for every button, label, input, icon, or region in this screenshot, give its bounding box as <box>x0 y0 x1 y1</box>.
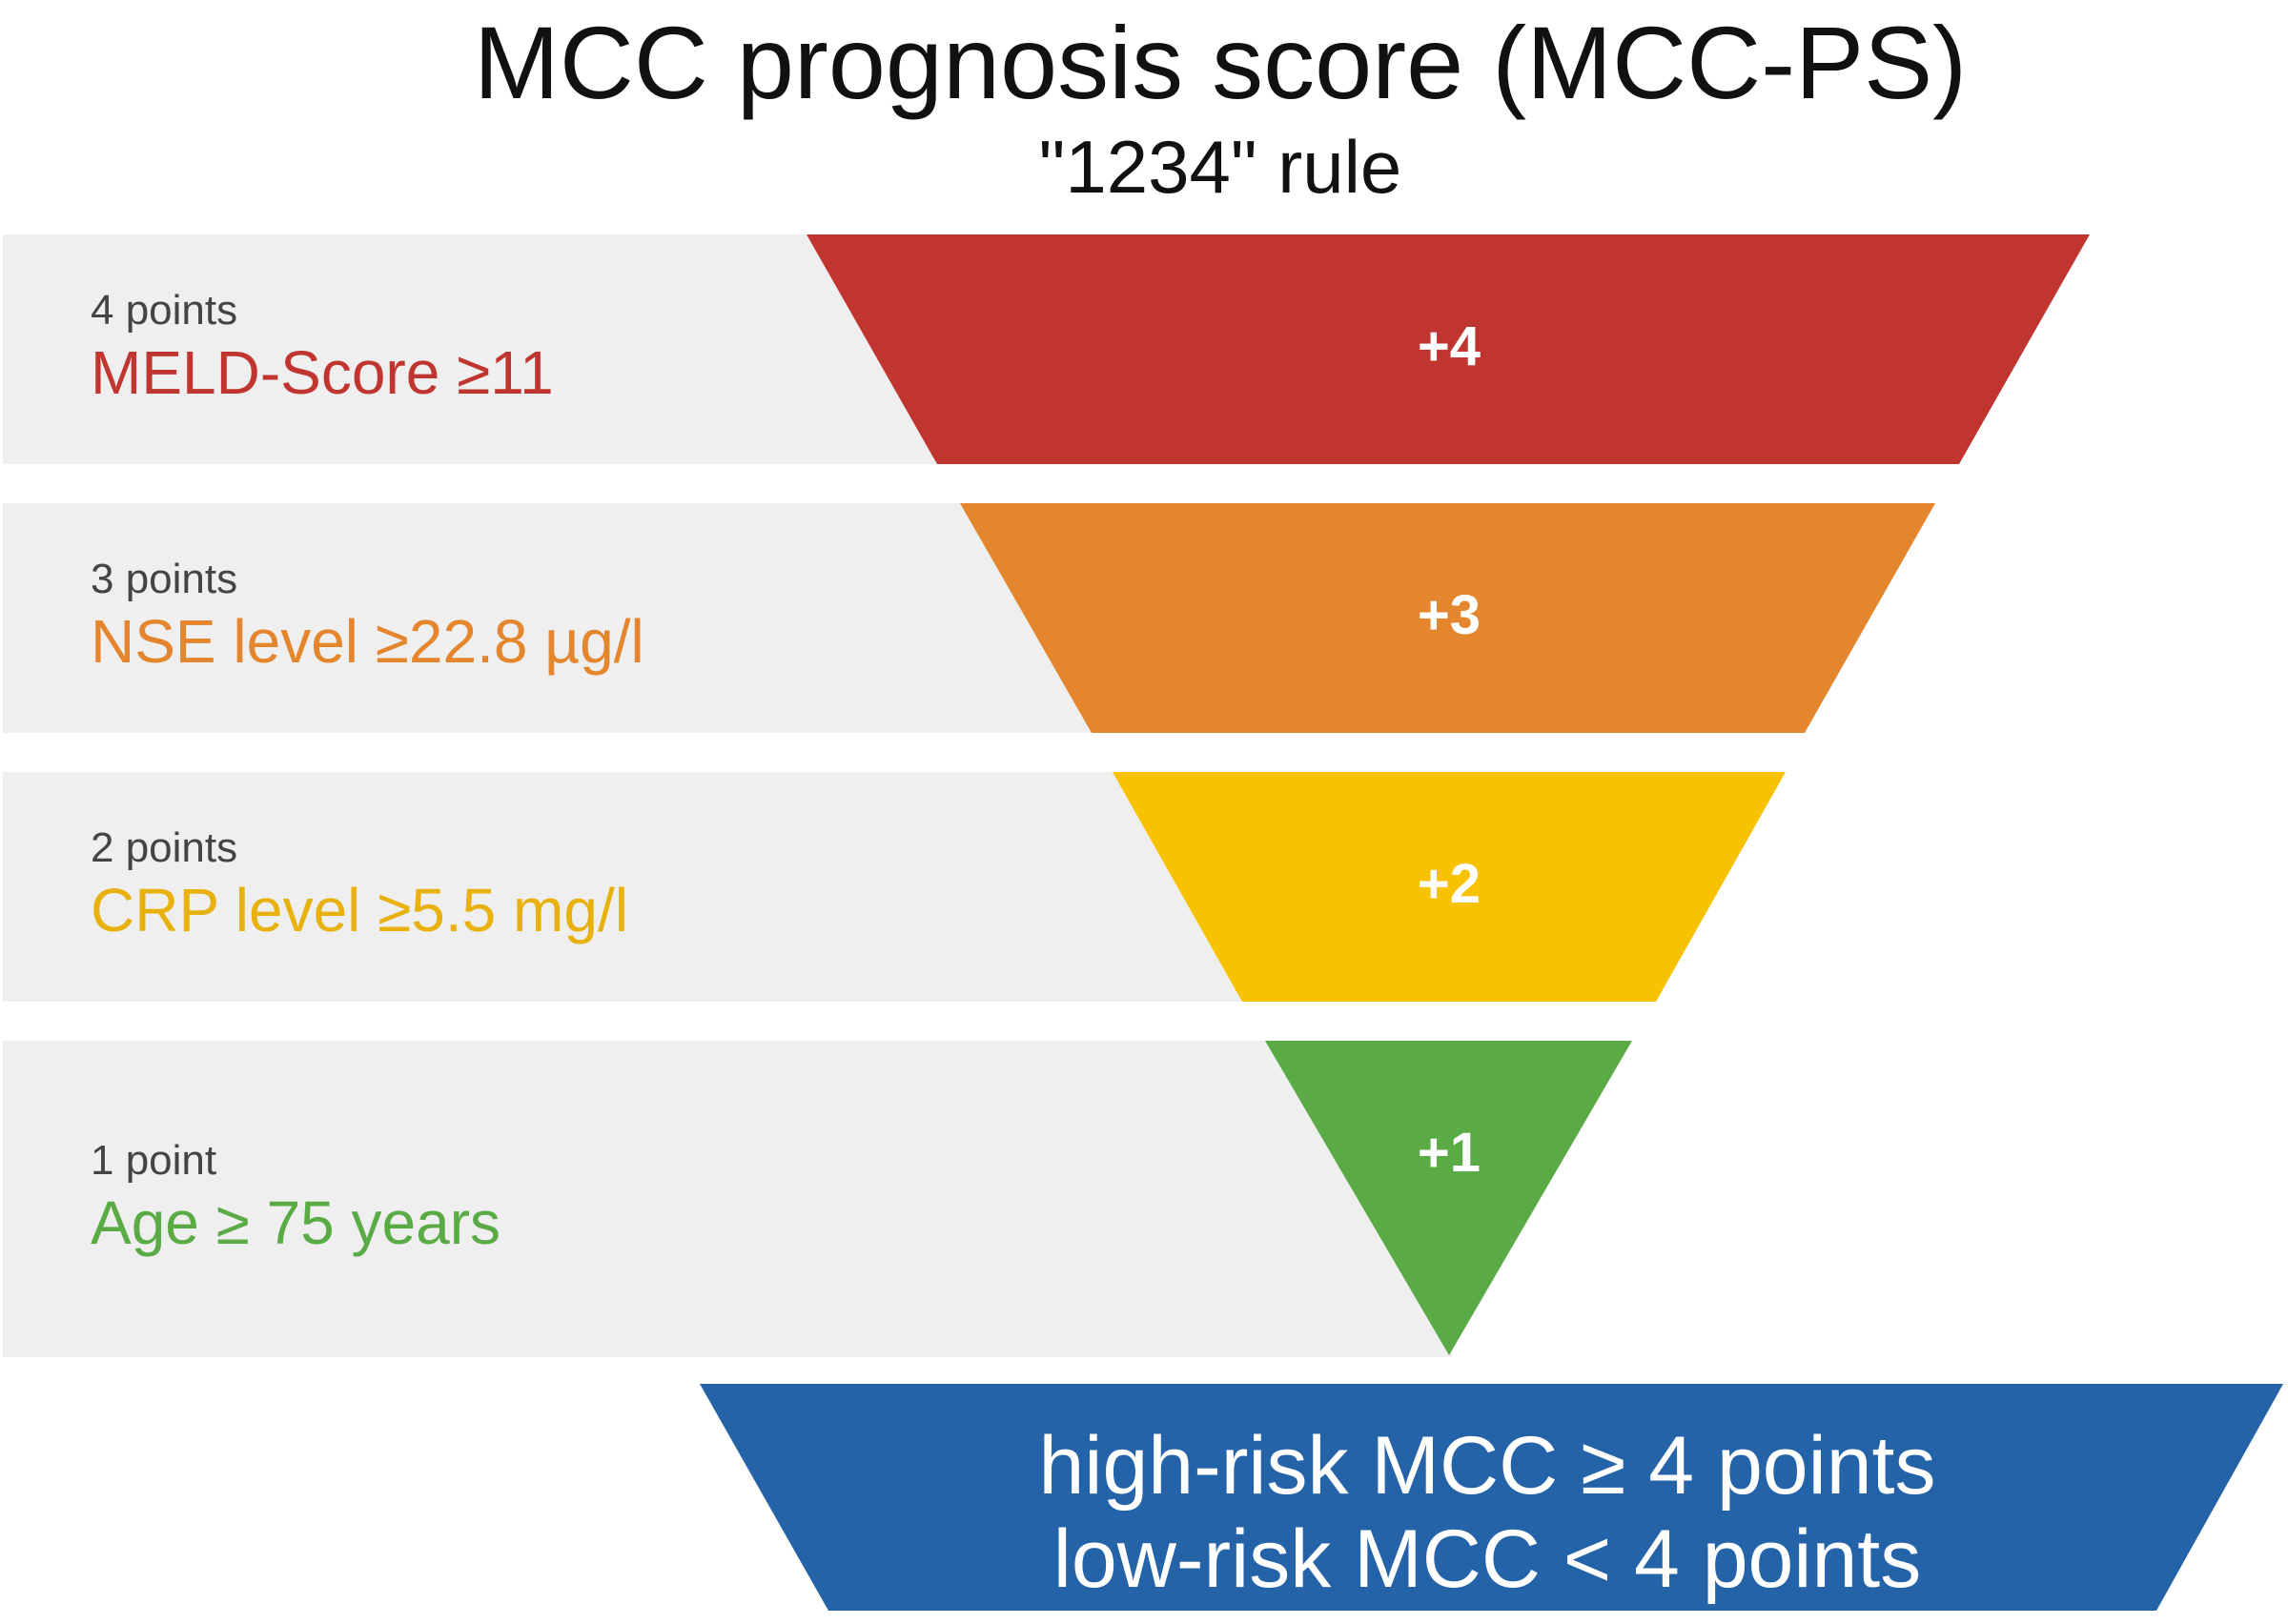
score-plus-1: +1 <box>1418 1122 1481 1184</box>
criterion-band-nse <box>3 503 1090 733</box>
result-box <box>700 1384 2283 1611</box>
score-plus-2: +2 <box>1418 853 1481 915</box>
criterion-band-meld <box>3 234 937 464</box>
criterion-crp: CRP level ≥5.5 mg/l <box>91 876 628 944</box>
criterion-band-age <box>3 1041 1452 1357</box>
funnel-segment-2 <box>1113 772 1786 1002</box>
points-label-4: 4 points <box>91 287 238 334</box>
points-label-2: 2 points <box>91 824 238 871</box>
criterion-age: Age ≥ 75 years <box>91 1188 501 1257</box>
result-high-risk: high-risk MCC ≥ 4 points <box>1038 1420 1936 1512</box>
diagram-subtitle: "1234" rule <box>1038 125 1402 209</box>
points-label-1: 1 point <box>91 1137 217 1184</box>
funnel-segment-1 <box>1265 1041 1632 1355</box>
criterion-nse: NSE level ≥22.8 µg/l <box>91 607 644 676</box>
result-low-risk: low-risk MCC < 4 points <box>1052 1513 1922 1605</box>
points-label-3: 3 points <box>91 556 238 602</box>
score-plus-4: +4 <box>1418 315 1481 377</box>
score-plus-3: +3 <box>1418 584 1481 646</box>
funnel-segment-3 <box>960 503 1935 733</box>
criterion-band-crp <box>3 772 1242 1002</box>
diagram-title: MCC prognosis score (MCC-PS) <box>473 5 1968 120</box>
criterion-meld: MELD-Score ≥11 <box>91 338 554 407</box>
funnel-segment-4 <box>807 234 2090 464</box>
